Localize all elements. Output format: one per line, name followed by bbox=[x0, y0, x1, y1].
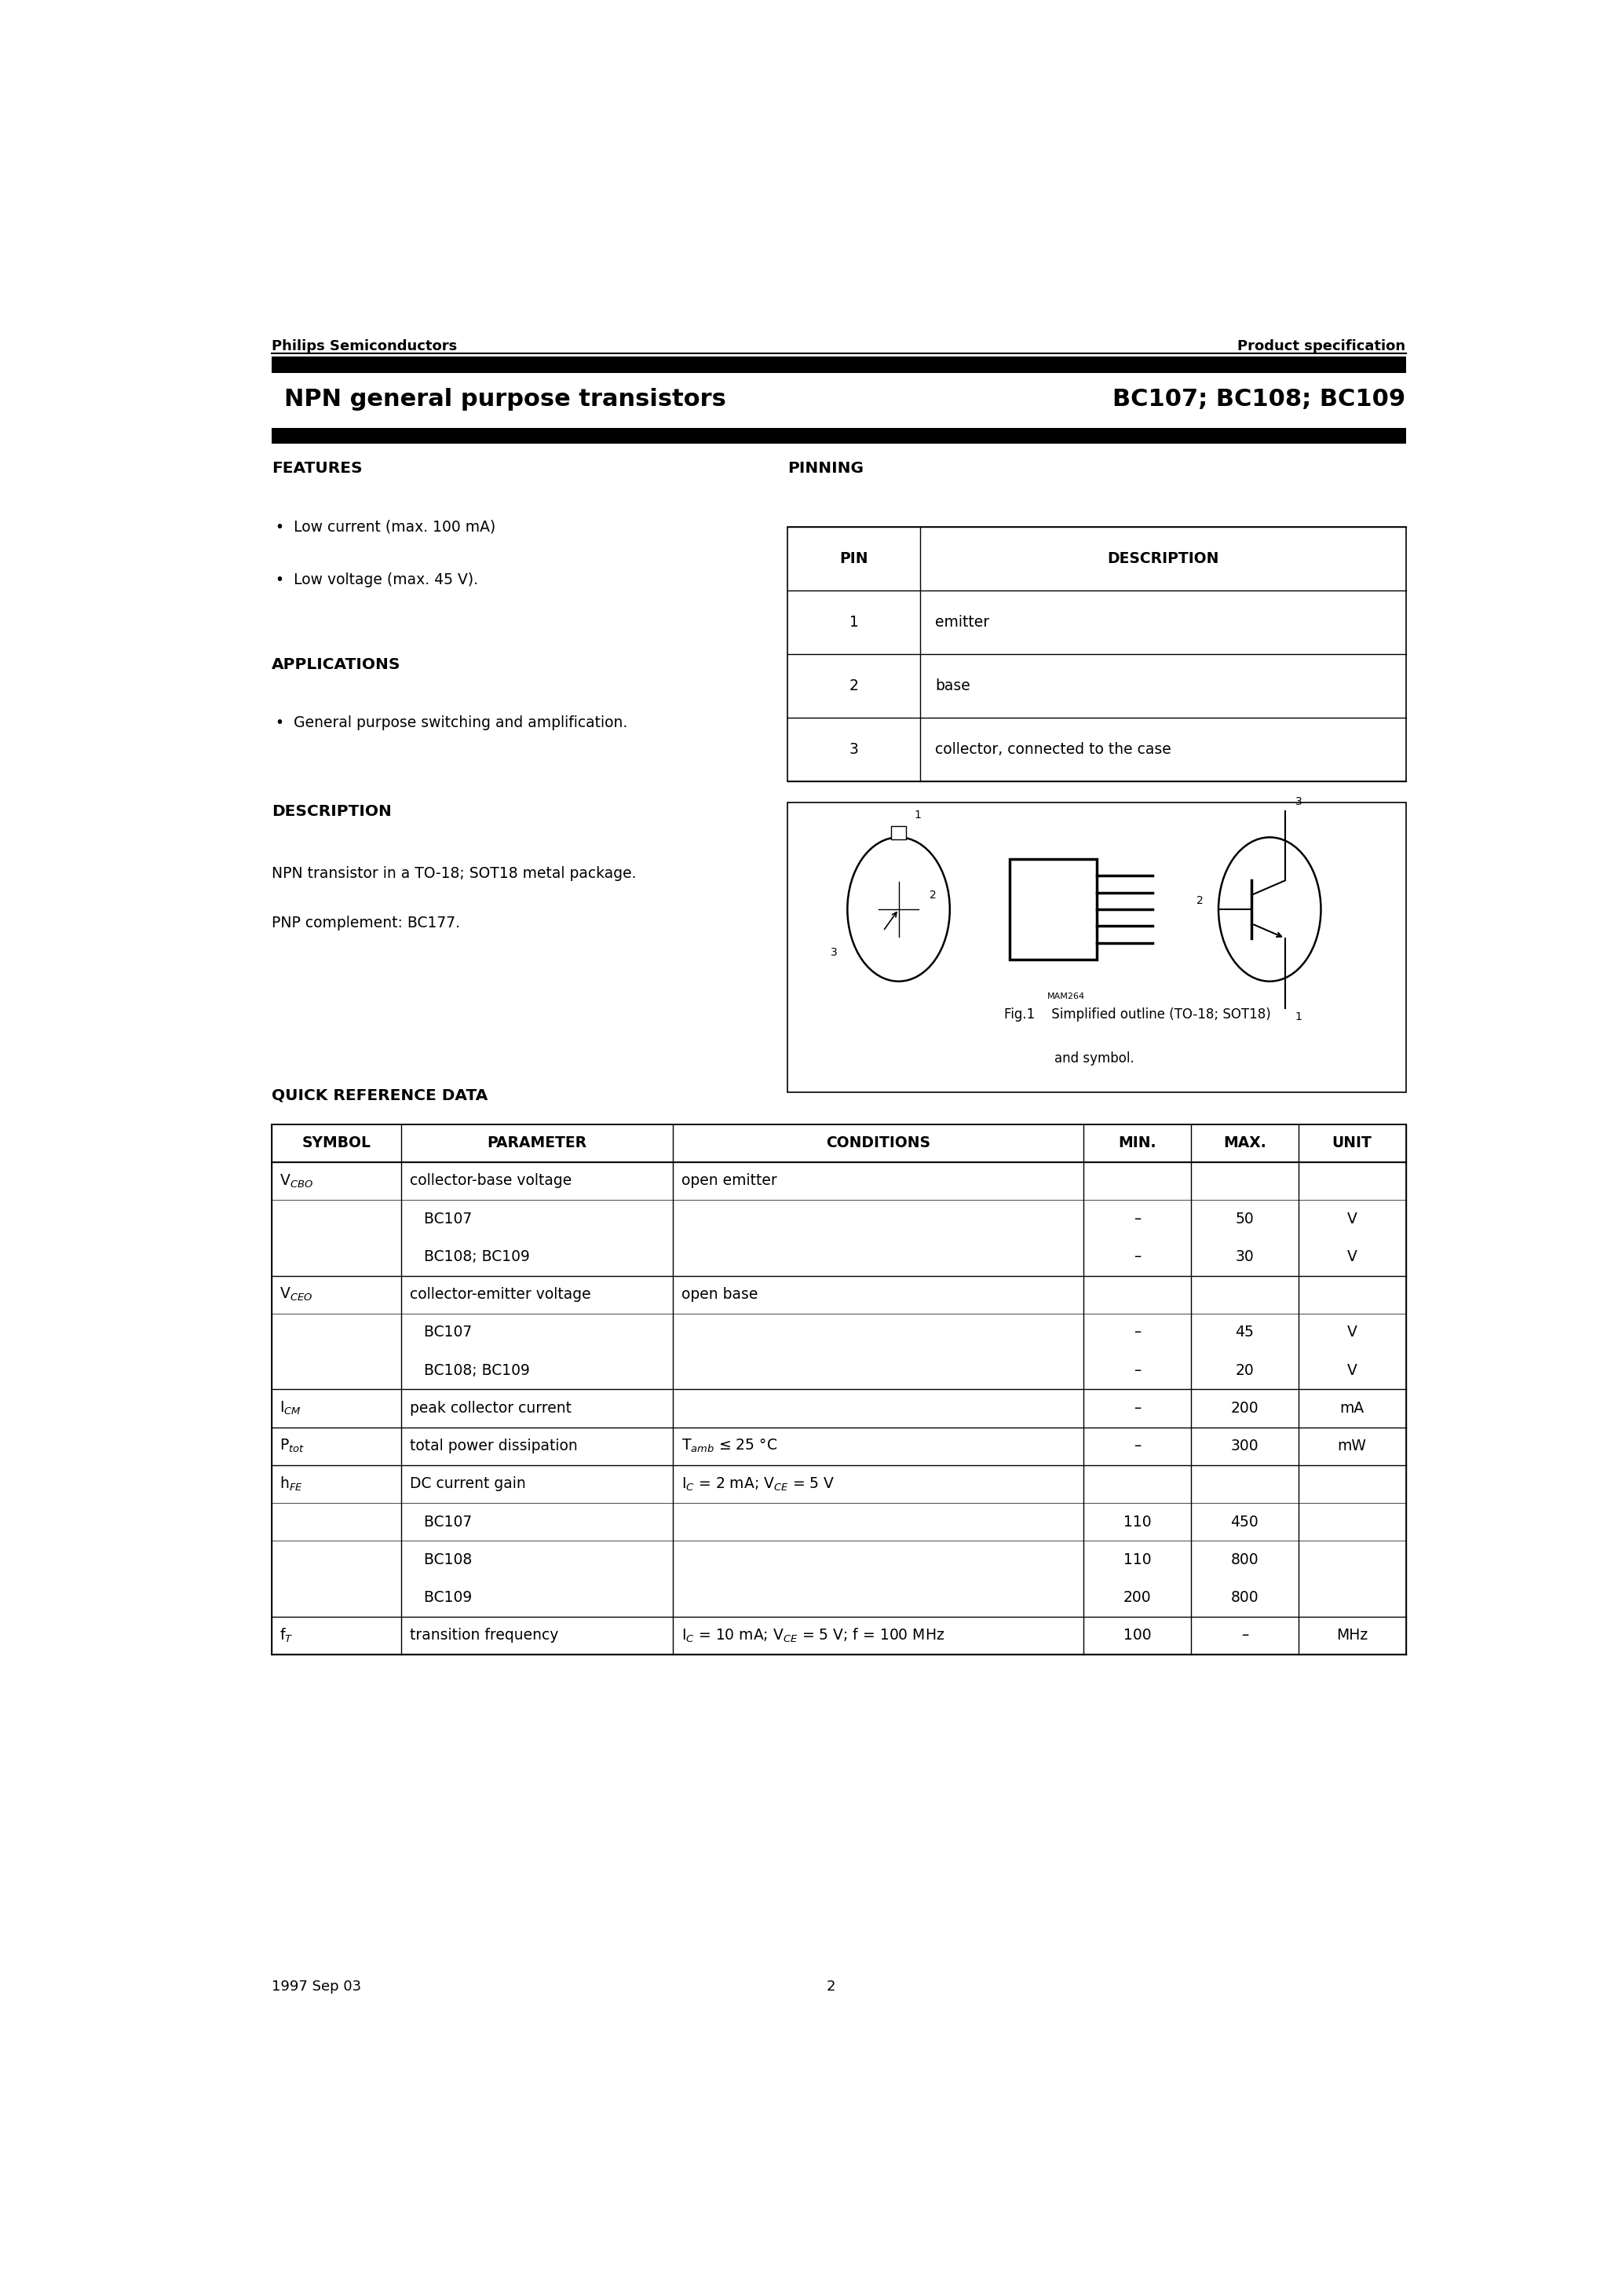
Text: I$_{C}$ = 2 mA; V$_{CE}$ = 5 V: I$_{C}$ = 2 mA; V$_{CE}$ = 5 V bbox=[681, 1476, 835, 1492]
Text: 800: 800 bbox=[1231, 1552, 1259, 1568]
FancyBboxPatch shape bbox=[1011, 859, 1096, 960]
Text: T$_{amb}$ ≤ 25 °C: T$_{amb}$ ≤ 25 °C bbox=[681, 1437, 777, 1453]
Text: PARAMETER: PARAMETER bbox=[487, 1137, 587, 1150]
Text: mW: mW bbox=[1338, 1440, 1366, 1453]
Text: I$_{C}$ = 10 mA; V$_{CE}$ = 5 V; f = 100 MHz: I$_{C}$ = 10 mA; V$_{CE}$ = 5 V; f = 100… bbox=[681, 1628, 946, 1644]
Text: PNP complement: BC177.: PNP complement: BC177. bbox=[272, 916, 461, 930]
Text: BC107: BC107 bbox=[410, 1212, 472, 1226]
Text: –: – bbox=[1134, 1364, 1140, 1378]
Text: FEATURES: FEATURES bbox=[272, 461, 363, 475]
FancyBboxPatch shape bbox=[787, 801, 1406, 1093]
Text: V$_{CEO}$: V$_{CEO}$ bbox=[279, 1286, 313, 1302]
Text: open emitter: open emitter bbox=[681, 1173, 777, 1189]
Circle shape bbox=[1218, 838, 1320, 980]
Text: 30: 30 bbox=[1236, 1249, 1254, 1265]
Text: 1: 1 bbox=[913, 810, 921, 820]
Text: V: V bbox=[1346, 1212, 1358, 1226]
Text: UNIT: UNIT bbox=[1332, 1137, 1372, 1150]
Text: –: – bbox=[1134, 1249, 1140, 1265]
FancyBboxPatch shape bbox=[890, 827, 907, 838]
Text: 300: 300 bbox=[1231, 1440, 1259, 1453]
Text: 110: 110 bbox=[1122, 1515, 1152, 1529]
Text: –: – bbox=[1134, 1440, 1140, 1453]
Text: 450: 450 bbox=[1231, 1515, 1259, 1529]
Text: 3: 3 bbox=[1294, 797, 1302, 808]
Text: BC107: BC107 bbox=[410, 1325, 472, 1341]
Text: h$_{FE}$: h$_{FE}$ bbox=[279, 1476, 303, 1492]
Text: APPLICATIONS: APPLICATIONS bbox=[272, 657, 401, 673]
Text: V$_{CBO}$: V$_{CBO}$ bbox=[279, 1173, 313, 1189]
Text: PINNING: PINNING bbox=[787, 461, 863, 475]
Text: MAX.: MAX. bbox=[1223, 1137, 1267, 1150]
Text: 3: 3 bbox=[848, 742, 858, 758]
Text: 800: 800 bbox=[1231, 1591, 1259, 1605]
Text: PIN: PIN bbox=[840, 551, 868, 565]
Text: 200: 200 bbox=[1122, 1591, 1152, 1605]
Text: Product specification: Product specification bbox=[1238, 340, 1406, 354]
Text: BC108: BC108 bbox=[410, 1552, 472, 1568]
Text: –: – bbox=[1134, 1325, 1140, 1341]
Text: and symbol.: and symbol. bbox=[1054, 1052, 1134, 1065]
Circle shape bbox=[847, 838, 950, 980]
Text: peak collector current: peak collector current bbox=[410, 1401, 571, 1417]
FancyBboxPatch shape bbox=[272, 427, 1406, 443]
Text: NPN general purpose transistors: NPN general purpose transistors bbox=[284, 388, 727, 411]
Text: open base: open base bbox=[681, 1288, 757, 1302]
Text: collector-emitter voltage: collector-emitter voltage bbox=[410, 1288, 590, 1302]
Text: mA: mA bbox=[1340, 1401, 1364, 1417]
Text: I$_{CM}$: I$_{CM}$ bbox=[279, 1401, 302, 1417]
Text: 45: 45 bbox=[1236, 1325, 1254, 1341]
Text: base: base bbox=[936, 677, 970, 693]
Text: V: V bbox=[1346, 1249, 1358, 1265]
Text: MIN.: MIN. bbox=[1118, 1137, 1156, 1150]
Text: 200: 200 bbox=[1231, 1401, 1259, 1417]
Text: •  Low voltage (max. 45 V).: • Low voltage (max. 45 V). bbox=[276, 572, 478, 588]
FancyBboxPatch shape bbox=[272, 356, 1406, 372]
Text: transition frequency: transition frequency bbox=[410, 1628, 558, 1644]
FancyBboxPatch shape bbox=[787, 526, 1406, 781]
Text: BC108; BC109: BC108; BC109 bbox=[410, 1364, 530, 1378]
Text: MHz: MHz bbox=[1337, 1628, 1367, 1644]
Text: 2: 2 bbox=[848, 677, 858, 693]
Text: DC current gain: DC current gain bbox=[410, 1476, 526, 1492]
Text: –: – bbox=[1241, 1628, 1249, 1644]
Text: –: – bbox=[1134, 1401, 1140, 1417]
Text: 2: 2 bbox=[929, 889, 936, 900]
Text: 1: 1 bbox=[848, 615, 858, 629]
Text: Fig.1    Simplified outline (TO-18; SOT18): Fig.1 Simplified outline (TO-18; SOT18) bbox=[1004, 1008, 1270, 1022]
Text: emitter: emitter bbox=[936, 615, 989, 629]
Text: QUICK REFERENCE DATA: QUICK REFERENCE DATA bbox=[272, 1088, 488, 1102]
Text: P$_{tot}$: P$_{tot}$ bbox=[279, 1437, 305, 1453]
Text: •  General purpose switching and amplification.: • General purpose switching and amplific… bbox=[276, 716, 628, 730]
Text: 20: 20 bbox=[1236, 1364, 1254, 1378]
Text: 1997 Sep 03: 1997 Sep 03 bbox=[272, 1979, 362, 1993]
Text: f$_{T}$: f$_{T}$ bbox=[279, 1628, 294, 1644]
Text: 2: 2 bbox=[1197, 895, 1204, 907]
Text: 110: 110 bbox=[1122, 1552, 1152, 1568]
Text: collector, connected to the case: collector, connected to the case bbox=[936, 742, 1171, 758]
Text: DESCRIPTION: DESCRIPTION bbox=[272, 804, 393, 820]
Text: BC108; BC109: BC108; BC109 bbox=[410, 1249, 530, 1265]
Text: 2: 2 bbox=[827, 1979, 835, 1993]
Text: CONDITIONS: CONDITIONS bbox=[826, 1137, 931, 1150]
Text: DESCRIPTION: DESCRIPTION bbox=[1108, 551, 1218, 565]
Text: MAM264: MAM264 bbox=[1046, 992, 1085, 1001]
Text: Philips Semiconductors: Philips Semiconductors bbox=[272, 340, 457, 354]
Text: collector-base voltage: collector-base voltage bbox=[410, 1173, 571, 1189]
Text: BC107: BC107 bbox=[410, 1515, 472, 1529]
Text: V: V bbox=[1346, 1325, 1358, 1341]
Text: –: – bbox=[1134, 1212, 1140, 1226]
Text: 1: 1 bbox=[1294, 1013, 1302, 1022]
Text: •  Low current (max. 100 mA): • Low current (max. 100 mA) bbox=[276, 519, 496, 535]
Text: 50: 50 bbox=[1236, 1212, 1254, 1226]
Text: BC107; BC108; BC109: BC107; BC108; BC109 bbox=[1113, 388, 1406, 411]
Text: SYMBOL: SYMBOL bbox=[302, 1137, 371, 1150]
Text: 100: 100 bbox=[1122, 1628, 1152, 1644]
Text: NPN transistor in a TO-18; SOT18 metal package.: NPN transistor in a TO-18; SOT18 metal p… bbox=[272, 866, 636, 882]
FancyBboxPatch shape bbox=[272, 1125, 1406, 1655]
Text: BC109: BC109 bbox=[410, 1591, 472, 1605]
Text: 3: 3 bbox=[830, 946, 837, 957]
Text: V: V bbox=[1346, 1364, 1358, 1378]
Text: total power dissipation: total power dissipation bbox=[410, 1440, 577, 1453]
